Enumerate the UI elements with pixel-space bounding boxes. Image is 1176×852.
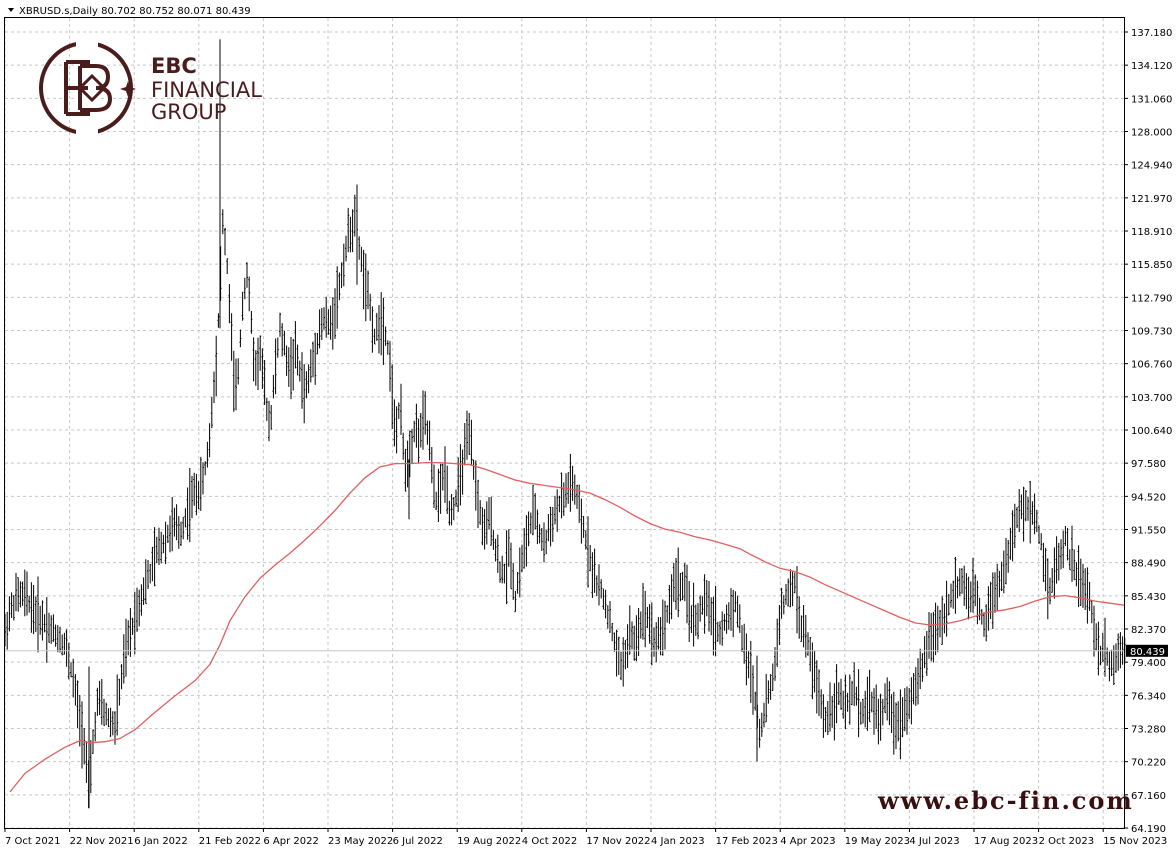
y-tick-label: 134.120 [1131,61,1172,72]
x-tick-label: 2 Oct 2023 [1039,836,1094,847]
y-tick-label: 82.370 [1131,625,1166,636]
y-tick-label: 79.400 [1131,658,1166,669]
chart-header: XBRUSD.s,Daily 80.702 80.752 80.071 80.4… [8,6,251,17]
logo-monogram-icon [64,60,113,116]
y-tick-label: 137.180 [1131,28,1172,39]
x-tick-label: 17 Aug 2023 [974,836,1038,847]
y-tick-label: 128.000 [1131,128,1172,139]
chart-grid [4,18,1124,829]
y-tick-label: 70.220 [1131,758,1166,769]
y-tick-label: 106.760 [1131,360,1172,371]
logo-text-group: GROUP [151,100,226,124]
y-tick-label: 115.850 [1131,260,1172,271]
y-tick-label: 76.340 [1131,691,1166,702]
x-tick-label: 22 Nov 2021 [70,836,134,847]
x-tick-label: 17 Nov 2022 [586,836,650,847]
x-tick-label: 4 Jan 2023 [651,836,705,847]
y-tick-label: 91.550 [1131,526,1166,537]
price-bars-path [4,39,1126,809]
website-watermark: www.ebc-fin.com [877,786,1134,815]
last-price-label: 80.439 [1130,647,1165,658]
symbol-info: XBRUSD.s,Daily 80.702 80.752 80.071 80.4… [19,6,251,17]
y-tick-label: 94.520 [1131,492,1166,503]
logo-text-ebc: EBC [151,54,197,78]
y-tick-label: 131.060 [1131,94,1172,105]
x-tick-label: 4 Apr 2023 [780,836,835,847]
x-tick-label: 6 Jan 2022 [134,836,188,847]
x-tick-label: 17 Feb 2023 [716,836,778,847]
y-tick-label: 100.640 [1131,426,1172,437]
y-tick-label: 109.730 [1131,327,1172,338]
moving-average-line [9,461,1126,793]
y-tick-label: 112.790 [1131,293,1172,304]
last-price-tag: 80.439 [1126,644,1168,658]
x-tick-label: 7 Oct 2021 [5,836,60,847]
x-tick-label: 19 May 2023 [845,836,910,847]
logo-text-financial: FINANCIAL [151,78,262,102]
time-axis: 7 Oct 2021 22 Nov 2021 6 Jan 2022 21 Feb 20… [4,828,1167,847]
chart-frame [4,17,1125,829]
x-tick-label: 6 Apr 2022 [263,836,318,847]
y-tick-label: 103.700 [1131,393,1172,404]
y-tick-label: 85.430 [1131,592,1166,603]
x-tick-label: 23 May 2022 [328,836,393,847]
x-tick-label: 15 Nov 2023 [1103,836,1167,847]
x-tick-label: 6 Jul 2022 [393,836,443,847]
y-tick-label: 67.160 [1131,791,1166,802]
y-tick-label: 124.940 [1131,161,1172,172]
x-tick-label: 19 Aug 2022 [457,836,521,847]
y-tick-label: 118.910 [1131,227,1172,238]
sparkle-icon [120,81,136,97]
y-tick-label: 121.970 [1131,194,1172,205]
y-tick-label: 73.280 [1131,725,1166,736]
y-tick-label: 88.490 [1131,559,1166,570]
y-tick-label: 64.190 [1131,824,1166,835]
price-axis: 137.180 134.120 131.060 128.000 124.940 121.9… [1124,28,1172,835]
dropdown-triangle-icon[interactable] [8,8,14,12]
ebc-logo: EBC FINANCIAL GROUP [39,40,262,136]
x-tick-label: 4 Oct 2022 [522,836,577,847]
y-tick-label: 97.580 [1131,459,1166,470]
price-series [4,39,1126,809]
x-tick-label: 21 Feb 2022 [199,836,261,847]
x-tick-label: 4 Jul 2023 [909,836,959,847]
